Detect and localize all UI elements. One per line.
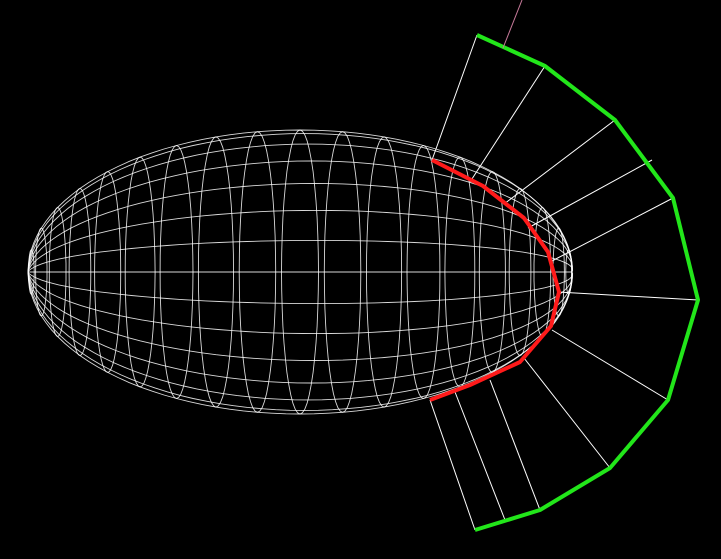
normal-line: [523, 357, 611, 469]
meridian-line: [27, 239, 574, 273]
meridian-line: [27, 271, 574, 305]
meridian-line: [27, 160, 573, 273]
normal-line: [557, 291, 699, 301]
meridian-line: [27, 133, 573, 273]
meridian-line: [27, 271, 573, 335]
normal-line: [469, 65, 546, 183]
ellipsoid-wireframe: [27, 129, 574, 415]
meridian-line: [27, 271, 573, 361]
normal-line: [527, 159, 653, 229]
offset-curve: [474, 33, 700, 532]
meridian-line: [27, 271, 573, 384]
meridian-line: [27, 183, 573, 273]
normal-line: [429, 399, 476, 531]
meridian-line: [27, 143, 573, 273]
normal-line: [454, 391, 506, 521]
normal-line: [431, 34, 478, 161]
normal-line: [551, 329, 669, 401]
silhouette-curve: [429, 158, 561, 402]
normal-line: [489, 379, 541, 511]
normal-lines: [429, 34, 699, 531]
normal-line: [503, 119, 616, 205]
normal-line: [549, 197, 674, 263]
meridian-line: [27, 209, 573, 273]
stray-line: [502, 0, 523, 49]
meridian-line: [27, 271, 573, 401]
